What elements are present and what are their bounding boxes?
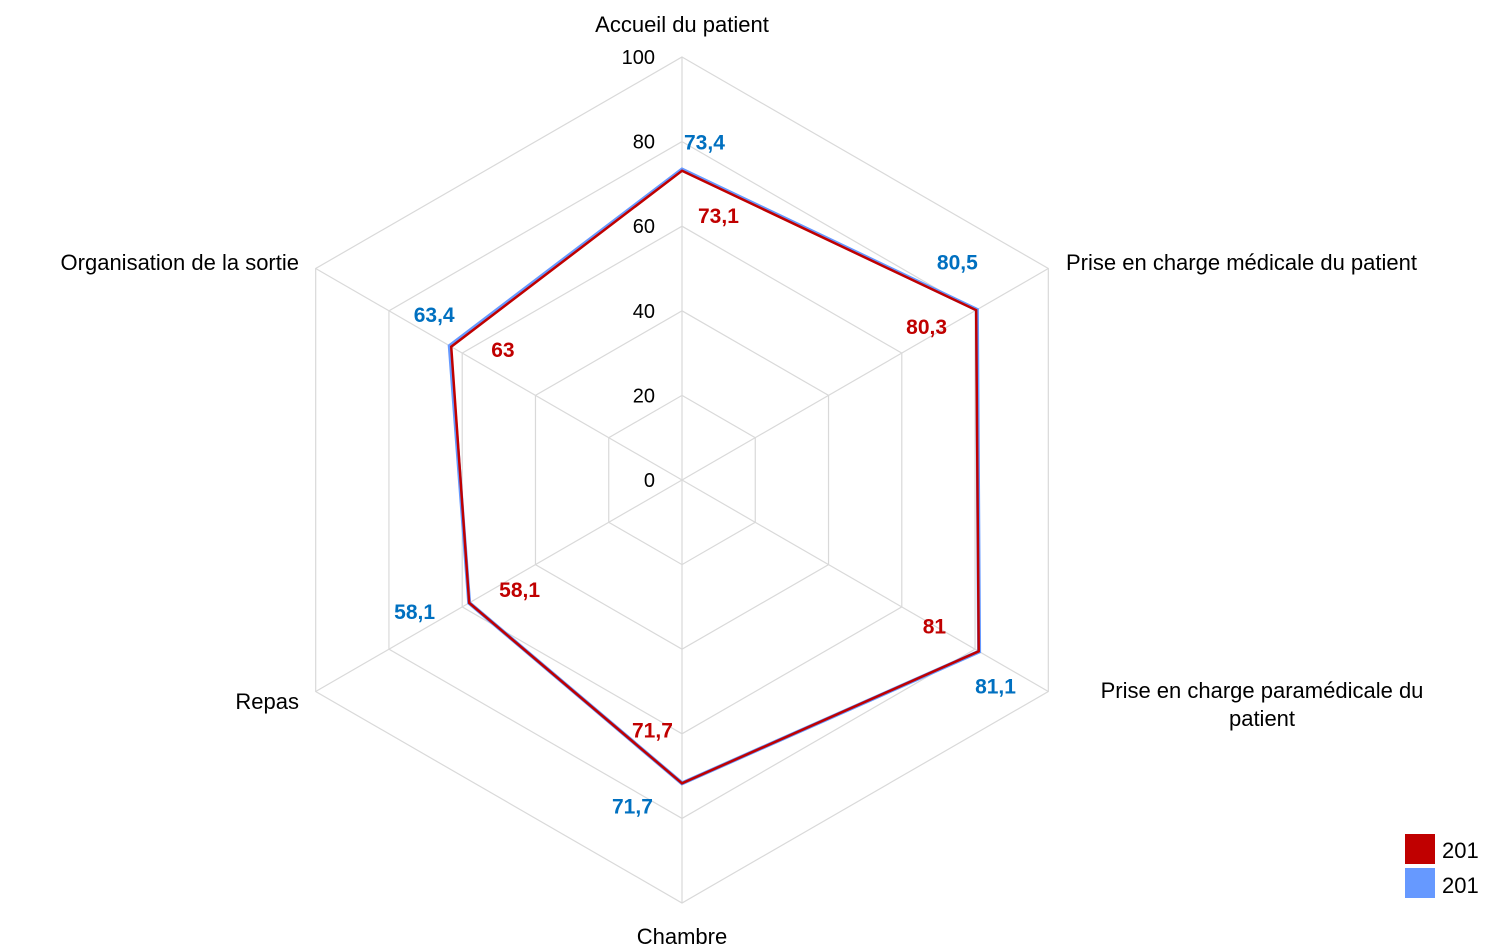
data-labels: 73,1 80,3 81 71,7 58,1 63 73,4 80,5 81,1 71,7 58,1… xyxy=(394,132,1016,819)
radar-grid xyxy=(315,56,1049,904)
data-label: 80,3 xyxy=(906,316,947,339)
series-lines xyxy=(447,167,982,786)
spoke-1 xyxy=(681,267,1049,481)
data-label: 63 xyxy=(491,339,514,362)
data-label: 81,1 xyxy=(975,676,1016,699)
data-label: 58,1 xyxy=(499,579,540,602)
data-label: 80,5 xyxy=(937,252,978,275)
radial-tick-labels: 0 20 40 60 80 100 xyxy=(622,47,655,492)
tick-label: 40 xyxy=(633,301,655,323)
legend-label-series-1: 201 xyxy=(1442,838,1479,863)
data-label: 58,1 xyxy=(394,601,435,624)
data-label: 63,4 xyxy=(414,304,455,327)
data-label: 71,7 xyxy=(632,719,673,742)
spoke-5 xyxy=(315,267,683,481)
axis-label-5: Organisation de la sortie xyxy=(61,250,299,275)
tick-label: 60 xyxy=(633,216,655,238)
legend-swatch-series-1 xyxy=(1405,834,1435,864)
series-line-2 xyxy=(447,167,982,786)
data-label: 73,4 xyxy=(684,132,725,155)
legend-swatch-series-2 xyxy=(1405,868,1435,898)
series-line-1 xyxy=(449,169,980,785)
legend-label-series-2: 201 xyxy=(1442,873,1479,898)
axis-label-3: Chambre xyxy=(637,924,727,948)
axis-label-2: Prise en charge paramédicale du patient xyxy=(1101,678,1424,731)
tick-label: 100 xyxy=(622,47,655,69)
data-label: 73,1 xyxy=(698,205,739,228)
axis-label-4: Repas xyxy=(235,689,299,714)
legend: 201 201 xyxy=(1405,834,1479,898)
axis-label-0: Accueil du patient xyxy=(595,12,769,37)
axis-label-1: Prise en charge médicale du patient xyxy=(1066,250,1417,275)
spoke-2 xyxy=(681,479,1049,693)
tick-label: 0 xyxy=(644,470,655,492)
tick-label: 20 xyxy=(633,385,655,407)
data-label: 81 xyxy=(923,615,947,638)
category-axis-labels: Accueil du patient Prise en charge médica… xyxy=(61,12,1424,948)
spoke-4 xyxy=(315,479,683,693)
tick-label: 80 xyxy=(633,132,655,154)
data-label: 71,7 xyxy=(612,795,653,818)
